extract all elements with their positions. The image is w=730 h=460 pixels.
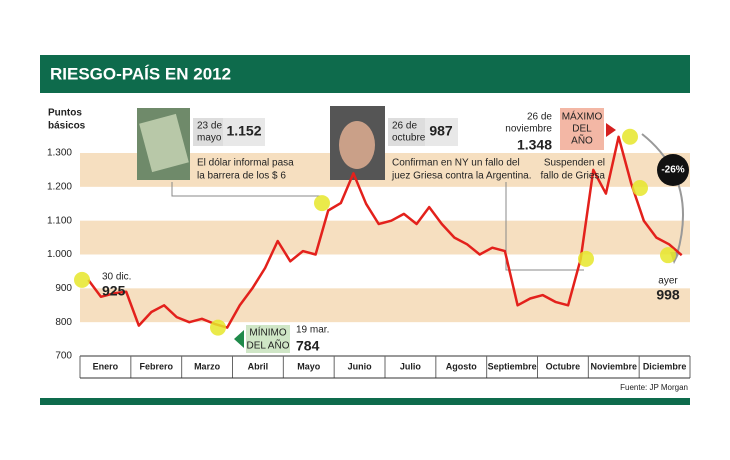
photo: [339, 121, 375, 169]
annotation-value: 1.152: [226, 123, 261, 139]
annotation-box: [560, 108, 604, 150]
chart-title: RIESGO-PAÍS EN 2012: [50, 64, 231, 83]
annotation-date: noviembre: [505, 124, 552, 135]
x-tick-label: Mayo: [297, 361, 321, 371]
annotation-note: AÑO: [571, 134, 593, 147]
y-tick-label: 900: [55, 283, 72, 294]
y-label: Puntos: [48, 108, 82, 119]
annotation-value: 987: [429, 123, 453, 139]
grid-band: [80, 220, 690, 255]
annotation-text: fallo de Griesa: [541, 171, 606, 182]
y-tick-label: 1.100: [47, 215, 72, 226]
annotation-value: 998: [656, 287, 680, 303]
arrow: [234, 330, 244, 348]
highlight-point: [622, 128, 638, 145]
highlight-point: [314, 195, 330, 212]
x-tick-label: Enero: [93, 361, 119, 371]
annotation-date: ayer: [658, 276, 678, 287]
annotation-date: octubre: [392, 133, 426, 144]
annotation-note: DEL: [572, 124, 592, 135]
annotation-date: mayo: [197, 133, 222, 144]
y-tick-label: 1.000: [47, 249, 72, 260]
annotation-date: 26 de: [392, 121, 417, 132]
annotation-date: 19 mar.: [296, 325, 329, 336]
highlight-point: [632, 180, 648, 196]
x-tick-label: Abril: [248, 361, 269, 371]
y-tick-label: 800: [55, 317, 72, 328]
leader-line: [505, 182, 584, 271]
annotation-text: la barrera de los $ 6: [197, 171, 286, 182]
annotation-text: Confirman en NY un fallo del: [392, 158, 520, 169]
x-tick-label: Agosto: [446, 361, 477, 371]
annotation-value: 784: [296, 338, 320, 354]
footer-bar: [40, 398, 690, 405]
x-tick-label: Julio: [400, 361, 422, 371]
highlight-point: [74, 271, 90, 288]
annotation-box: [425, 118, 458, 146]
annotation-text: juez Griesa contra la Argentina.: [391, 171, 532, 182]
line: [87, 135, 683, 329]
annotation-date: 23 de: [197, 121, 222, 132]
annotation-box: [246, 325, 290, 353]
title-bar: [40, 55, 690, 93]
y-label: básicos: [48, 121, 86, 132]
grid-band: [80, 288, 690, 323]
y-tick-label: 700: [55, 351, 72, 362]
y-tick-label: 1.200: [47, 181, 72, 192]
x-tick-label: Noviembre: [590, 361, 637, 371]
x-tick-label: Octubre: [546, 361, 581, 371]
x-tick-label: Septiembre: [488, 361, 537, 371]
annotation-value: 1.348: [517, 137, 552, 153]
annotation-text: El dólar informal pasa: [197, 158, 294, 169]
annotation-value: 925: [102, 283, 126, 299]
leader-line: [171, 182, 320, 197]
highlight-point: [660, 247, 676, 264]
highlight-point: [210, 319, 226, 336]
highlight-point: [578, 250, 594, 267]
badge-text: -26%: [661, 165, 684, 176]
annotation-box: [223, 118, 265, 146]
annotation-note: MÍNIMO: [249, 326, 286, 339]
y-tick-label: 1.300: [47, 148, 72, 159]
annotation-date: 26 de: [527, 112, 552, 123]
annotation-note: DEL AÑO: [247, 339, 290, 352]
x-tick-label: Marzo: [194, 361, 221, 371]
trend-arrow: [641, 133, 685, 259]
photo: [139, 113, 189, 173]
annotation-note: MÁXIMO: [562, 110, 603, 123]
x-tick-label: Diciembre: [643, 361, 687, 371]
annotation-date: 30 dic.: [102, 272, 131, 283]
x-tick-label: Junio: [348, 361, 373, 371]
badge: [657, 154, 689, 186]
x-tick-label: Febrero: [139, 361, 173, 371]
annotation-text: Suspenden el: [544, 158, 605, 169]
arrow: [606, 123, 616, 137]
source: Fuente: JP Morgan: [620, 383, 688, 392]
